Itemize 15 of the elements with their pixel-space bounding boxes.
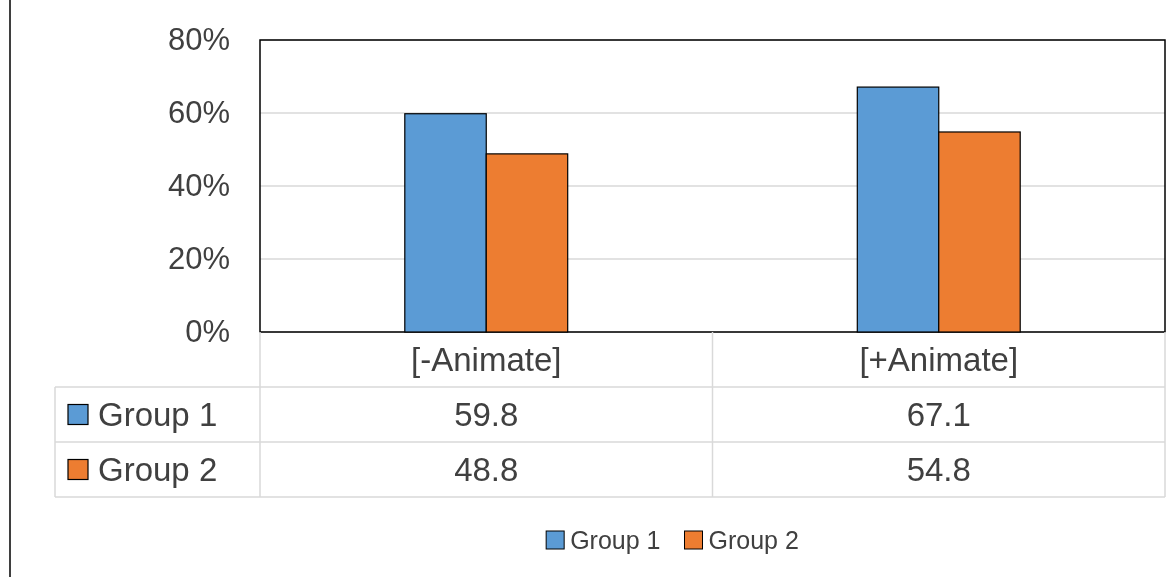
x-tick-label: [+Animate]: [859, 341, 1019, 379]
data-label: 59.8: [454, 396, 519, 434]
y-tick-label: 60%: [167, 95, 230, 131]
y-tick-label: 80%: [167, 22, 230, 58]
data-label: 54.8: [906, 451, 971, 489]
y-tick-label: 0%: [185, 314, 230, 350]
legend-label: Group 1: [570, 526, 661, 554]
text: Group 1: [98, 396, 218, 434]
y-tick-label: 20%: [167, 241, 230, 277]
x-tick-label: [-Animate]: [411, 341, 562, 379]
data-label: 48.8: [454, 451, 519, 489]
data-label: 67.1: [906, 396, 971, 434]
y-tick-label: 40%: [167, 168, 230, 204]
legend-label: Group 2: [708, 526, 799, 554]
text: Group 2: [98, 451, 218, 489]
